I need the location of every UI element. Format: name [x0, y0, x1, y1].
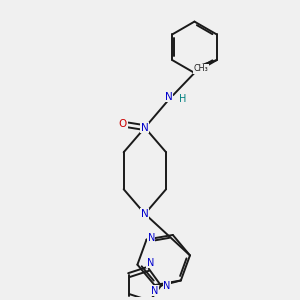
Text: N: N — [148, 233, 155, 243]
Text: N: N — [141, 209, 149, 219]
Text: N: N — [163, 280, 170, 291]
Text: N: N — [165, 92, 172, 102]
Text: CH₃: CH₃ — [194, 64, 208, 74]
Text: N: N — [141, 123, 149, 133]
Text: N: N — [147, 257, 154, 268]
Text: O: O — [119, 118, 127, 128]
Text: N: N — [151, 286, 158, 296]
Text: H: H — [178, 94, 186, 103]
